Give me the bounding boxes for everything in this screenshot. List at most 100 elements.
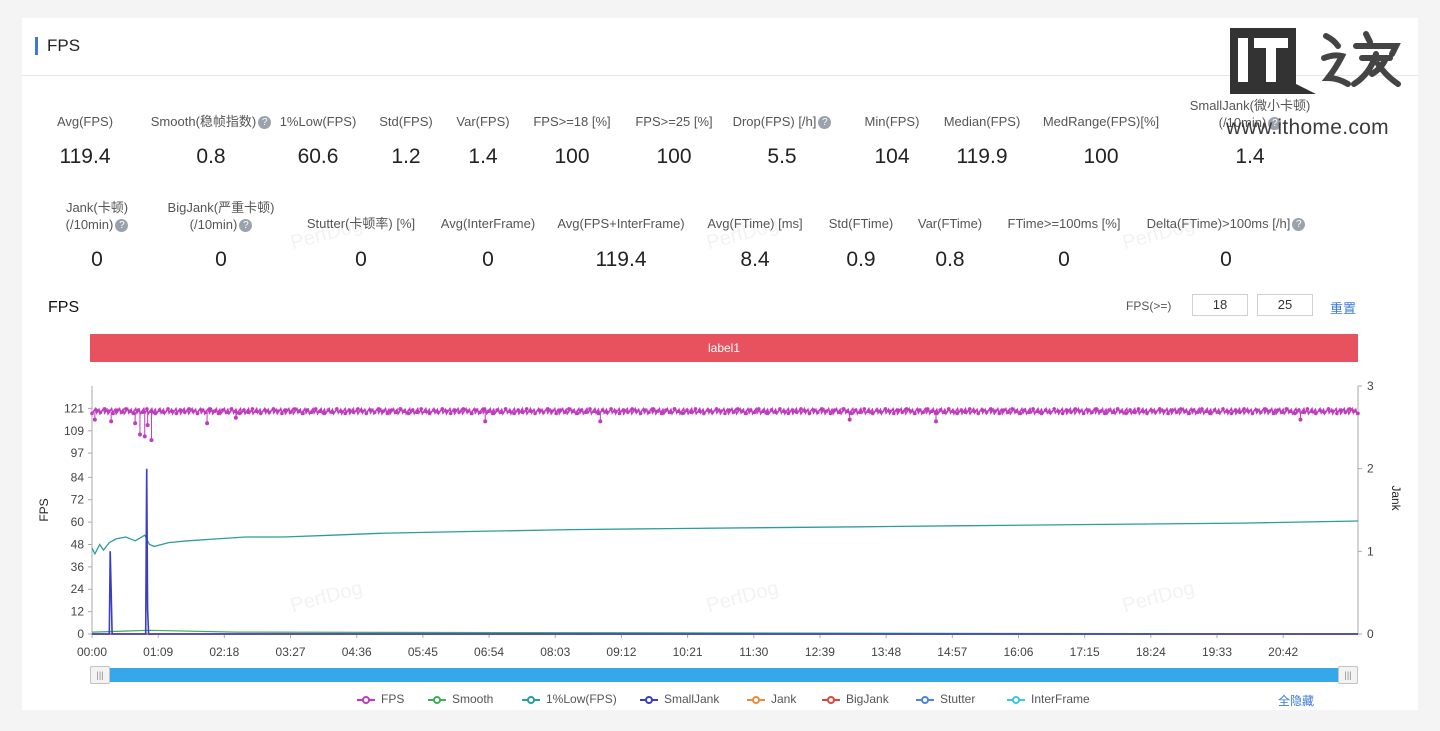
series-fps-point [1259, 410, 1263, 415]
legend-label: SmallJank [664, 692, 720, 706]
series-fps-point [284, 408, 288, 412]
legend-item[interactable]: 1%Low(FPS) [522, 692, 617, 706]
series-1low-line [91, 520, 1359, 556]
series-fps-point [579, 408, 584, 412]
series-fps-point [1322, 410, 1326, 415]
series-fps-point [841, 407, 845, 411]
series-fps-point [318, 409, 322, 413]
legend-marker-icon [640, 695, 658, 704]
legend-marker-icon [428, 695, 446, 704]
series-fps-point [735, 407, 740, 411]
series-fps-point [837, 410, 841, 415]
series-fps-point [347, 408, 352, 412]
label-band[interactable]: label1 [90, 334, 1358, 362]
series-fps-point [1043, 408, 1048, 412]
legend-item[interactable]: Smooth [428, 692, 493, 706]
series-fps-point [187, 407, 191, 411]
series-fps-point [377, 407, 381, 411]
help-icon[interactable]: ? [818, 116, 832, 129]
series-fps-point [1128, 408, 1132, 412]
series-fps-point [1292, 411, 1297, 416]
series-fps-point [638, 411, 643, 416]
series-fps-point [368, 408, 373, 412]
series-fps-point [145, 407, 149, 411]
series-fps-point [406, 411, 411, 416]
series-fps-point [157, 408, 162, 412]
reset-button[interactable]: 重置 [1330, 301, 1357, 316]
stat-label-text: FTime>=100ms [%] [1007, 216, 1121, 231]
help-icon[interactable]: ? [239, 219, 253, 232]
slider-handle-left[interactable]: ||| [90, 666, 110, 684]
series-fps-point [930, 409, 934, 413]
series-fps-dip-point [847, 417, 852, 422]
legend-item[interactable]: BigJank [822, 692, 889, 706]
series-fps-point [1157, 407, 1162, 411]
threshold-input-2[interactable]: 25 [1257, 294, 1313, 316]
series-fps-point [592, 409, 596, 413]
series-fps-point [491, 411, 495, 416]
series-fps-point [1086, 408, 1090, 412]
help-icon[interactable]: ? [1268, 117, 1282, 130]
series-fps-point [1065, 408, 1069, 412]
series-fps-point [453, 408, 457, 412]
series-fps-point [1238, 410, 1242, 415]
time-range-slider[interactable] [90, 668, 1358, 682]
series-fps-point [537, 408, 542, 412]
series-fps-dip-point [145, 423, 150, 428]
series-fps-point [385, 411, 390, 416]
threshold-input-1[interactable]: 18 [1192, 294, 1248, 316]
legend-item[interactable]: InterFrame [1007, 692, 1090, 706]
series-fps-dip-point [483, 419, 488, 424]
series-fps-point [1069, 410, 1073, 415]
series-fps-point [993, 409, 997, 413]
x-tick-label: 10:21 [673, 645, 703, 659]
series-fps-point [807, 411, 812, 416]
stat-label: BigJank(严重卡顿) (/10min)? [131, 199, 311, 233]
stat-label-text: Stutter(卡顿率) [%] [306, 216, 416, 231]
legend-item[interactable]: SmallJank [640, 692, 719, 706]
series-fps-point [942, 410, 947, 415]
series-fps-point [1221, 407, 1225, 411]
series-fps-point [263, 408, 267, 412]
ithome-logo: www.ithome.com [1226, 24, 1426, 139]
series-fps-point [436, 410, 440, 415]
series-fps-point [1284, 407, 1289, 411]
panel-title: FPS [47, 36, 81, 55]
help-icon[interactable]: ? [258, 116, 272, 129]
series-fps-point [237, 411, 242, 416]
series-fps-point [946, 407, 951, 411]
stat-value: 119.4 [59, 145, 111, 168]
series-fps-point [364, 411, 369, 416]
help-icon[interactable]: ? [1292, 218, 1306, 231]
series-fps-point [153, 411, 158, 416]
series-fps-point [1056, 409, 1061, 413]
y-right-tick-label: 2 [1367, 462, 1374, 476]
ithome-logo-mark [1230, 28, 1401, 94]
x-tick-label: 01:09 [143, 645, 173, 659]
series-fps-point [862, 407, 867, 411]
series-fps-point [719, 409, 723, 413]
series-fps-point [1162, 409, 1166, 413]
series-fps-point [752, 410, 757, 415]
series-fps-point [398, 407, 402, 411]
series-fps-point [1179, 407, 1183, 411]
legend-item[interactable]: Jank [747, 692, 796, 706]
series-fps-point [1153, 410, 1158, 415]
series-fps-point [541, 410, 546, 415]
hide-all-button[interactable]: 全隐藏 [1278, 694, 1315, 708]
series-fps-point [550, 409, 554, 413]
slider-handle-right[interactable]: ||| [1338, 666, 1358, 684]
series-fps-point [879, 410, 883, 415]
legend-item[interactable]: Stutter [916, 692, 975, 706]
stat-label: 1%Low(FPS) [228, 113, 408, 130]
legend-item[interactable]: FPS [357, 692, 404, 706]
series-fps-dip-point [137, 432, 142, 437]
series-fps-point [1225, 409, 1229, 413]
series-fps-dip-point [1298, 417, 1303, 422]
series-fps-point [938, 408, 942, 412]
x-tick-label: 19:33 [1202, 645, 1232, 659]
series-fps-dip-point [92, 417, 97, 422]
help-icon[interactable]: ? [115, 219, 129, 232]
series-fps-dip-point [934, 419, 938, 424]
